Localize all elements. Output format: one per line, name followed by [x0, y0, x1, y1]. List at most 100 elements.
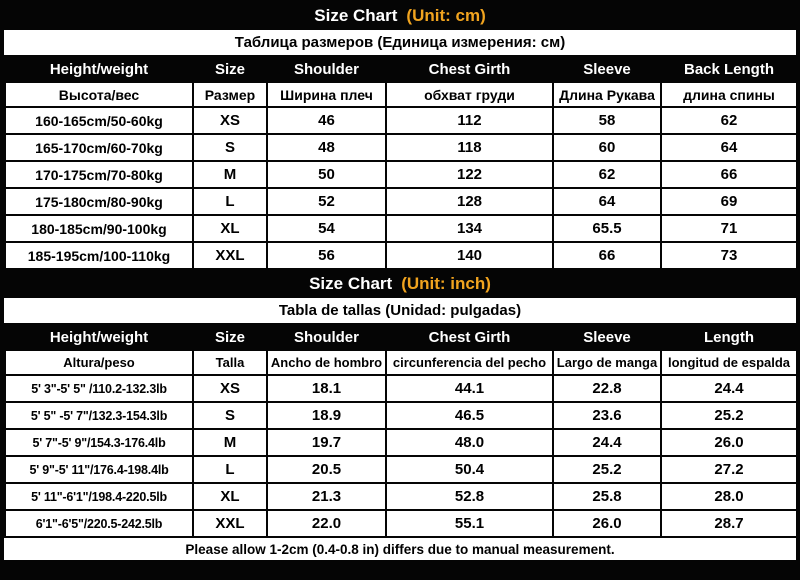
column-header-shoulder: Shoulder: [266, 55, 387, 83]
table-row: 5' 3"-5' 5" /110.2-132.3lb XS 18.1 44.1 22.8…: [4, 374, 798, 403]
table-cell: 5' 5" -5' 7"/132.3-154.3lb: [4, 401, 194, 430]
table-cell: 55.1: [385, 509, 554, 538]
table-cell: 60: [552, 133, 662, 162]
table-row: 5' 7"-5' 9"/154.3-176.4lb M 19.7 48.0 24.4 26…: [4, 428, 798, 457]
table-cell: 28.0: [660, 482, 798, 511]
table-cell: L: [192, 455, 268, 484]
table-cell: 50: [266, 160, 387, 189]
subtitle-spanish: Tabla de tallas (Unidad: pulgadas): [4, 298, 796, 323]
table-cell: 26.0: [552, 509, 662, 538]
table-cell: 64: [552, 187, 662, 216]
bottom-bar: [4, 560, 796, 580]
table-header-row-spanish: Altura/peso Talla Ancho de hombro circun…: [4, 349, 798, 376]
table-row: 180-185cm/90-100kg XL 54 134 65.5 71: [4, 214, 798, 243]
column-header-size: Size: [192, 323, 268, 351]
table-cell: 69: [660, 187, 798, 216]
table-cell: 66: [552, 241, 662, 270]
column-header-sleeve: Sleeve: [552, 55, 662, 83]
table-cell: 50.4: [385, 455, 554, 484]
table-cell: 44.1: [385, 374, 554, 403]
table-cell: 20.5: [266, 455, 387, 484]
table-cell: 73: [660, 241, 798, 270]
table-row: 5' 9"-5' 11"/176.4-198.4lb L 20.5 50.4 25.2 2…: [4, 455, 798, 484]
table-cell: 118: [385, 133, 554, 162]
table-row: 5' 11"-6'1"/198.4-220.5lb XL 21.3 52.8 25.8 2…: [4, 482, 798, 511]
table-row: 160-165cm/50-60kg XS 46 112 58 62: [4, 106, 798, 135]
column-header-chest-girth-es: circunferencia del pecho: [385, 349, 554, 376]
table-row: 165-170cm/60-70kg S 48 118 60 64: [4, 133, 798, 162]
table-cell: 22.0: [266, 509, 387, 538]
table-cell: XS: [192, 106, 268, 135]
table-cell: 5' 11"-6'1"/198.4-220.5lb: [4, 482, 194, 511]
table-cell: 128: [385, 187, 554, 216]
table-cell: 28.7: [660, 509, 798, 538]
table-cell: 134: [385, 214, 554, 243]
table-cell: 24.4: [660, 374, 798, 403]
table-cell: 23.6: [552, 401, 662, 430]
table-row: 175-180cm/80-90kg L 52 128 64 69: [4, 187, 798, 216]
subtitle-russian: Таблица размеров (Единица измерения: см): [4, 30, 796, 55]
table-cell: S: [192, 401, 268, 430]
column-header-shoulder: Shoulder: [266, 323, 387, 351]
column-header-length-es: longitud de espalda: [660, 349, 798, 376]
size-table-cm: Height/weight Size Shoulder Chest Girth …: [4, 55, 798, 270]
size-table-inch: Height/weight Size Shoulder Chest Girth …: [4, 323, 798, 538]
measurement-note: Please allow 1-2cm (0.4-0.8 in) differs …: [4, 538, 796, 560]
table-cell: S: [192, 133, 268, 162]
table-row: 5' 5" -5' 7"/132.3-154.3lb S 18.9 46.5 23.6 2…: [4, 401, 798, 430]
column-header-sleeve-es: Largo de manga: [552, 349, 662, 376]
table-cell: 25.2: [552, 455, 662, 484]
size-chart-title: Size Chart: [314, 6, 398, 25]
column-header-height-weight: Height/weight: [4, 323, 194, 351]
table-cell: 140: [385, 241, 554, 270]
column-header-shoulder-ru: Ширина плеч: [266, 81, 387, 108]
section-title-cm: Size Chart (Unit: cm): [4, 2, 796, 30]
table-cell: 25.8: [552, 482, 662, 511]
table-row: 170-175cm/70-80kg M 50 122 62 66: [4, 160, 798, 189]
table-cell: 19.7: [266, 428, 387, 457]
table-cell: 48.0: [385, 428, 554, 457]
table-cell: 52: [266, 187, 387, 216]
unit-label-cm: (Unit: cm): [406, 6, 486, 25]
table-cell: 6'1"-6'5"/220.5-242.5lb: [4, 509, 194, 538]
table-cell: 185-195cm/100-110kg: [4, 241, 194, 270]
table-cell: XXL: [192, 241, 268, 270]
column-header-shoulder-es: Ancho de hombro: [266, 349, 387, 376]
size-chart-title: Size Chart: [309, 274, 393, 293]
table-header-row-en: Height/weight Size Shoulder Chest Girth …: [4, 55, 798, 83]
table-cell: 48: [266, 133, 387, 162]
column-header-size-es: Talla: [192, 349, 268, 376]
table-cell: 46: [266, 106, 387, 135]
table-cell: 27.2: [660, 455, 798, 484]
table-cell: 62: [552, 160, 662, 189]
table-cell: XXL: [192, 509, 268, 538]
column-header-height-weight: Height/weight: [4, 55, 194, 83]
unit-label-inch: (Unit: inch): [401, 274, 491, 293]
table-cell: XL: [192, 214, 268, 243]
table-cell: 21.3: [266, 482, 387, 511]
table-cell: 18.9: [266, 401, 387, 430]
table-header-row-russian: Высота/вес Размер Ширина плеч обхват гру…: [4, 81, 798, 108]
table-cell: 62: [660, 106, 798, 135]
table-cell: XS: [192, 374, 268, 403]
table-cell: 66: [660, 160, 798, 189]
table-cell: 112: [385, 106, 554, 135]
column-header-size-ru: Размер: [192, 81, 268, 108]
table-header-row-en: Height/weight Size Shoulder Chest Girth …: [4, 323, 798, 351]
table-cell: XL: [192, 482, 268, 511]
table-cell: 180-185cm/90-100kg: [4, 214, 194, 243]
column-header-sleeve: Sleeve: [552, 323, 662, 351]
table-row: 6'1"-6'5"/220.5-242.5lb XXL 22.0 55.1 26.0 28…: [4, 509, 798, 538]
table-cell: 22.8: [552, 374, 662, 403]
table-cell: 64: [660, 133, 798, 162]
table-cell: 46.5: [385, 401, 554, 430]
table-cell: 5' 3"-5' 5" /110.2-132.3lb: [4, 374, 194, 403]
table-cell: M: [192, 160, 268, 189]
table-cell: 175-180cm/80-90kg: [4, 187, 194, 216]
table-cell: 52.8: [385, 482, 554, 511]
table-cell: 54: [266, 214, 387, 243]
column-header-chest-girth-ru: обхват груди: [385, 81, 554, 108]
table-cell: 160-165cm/50-60kg: [4, 106, 194, 135]
table-cell: M: [192, 428, 268, 457]
